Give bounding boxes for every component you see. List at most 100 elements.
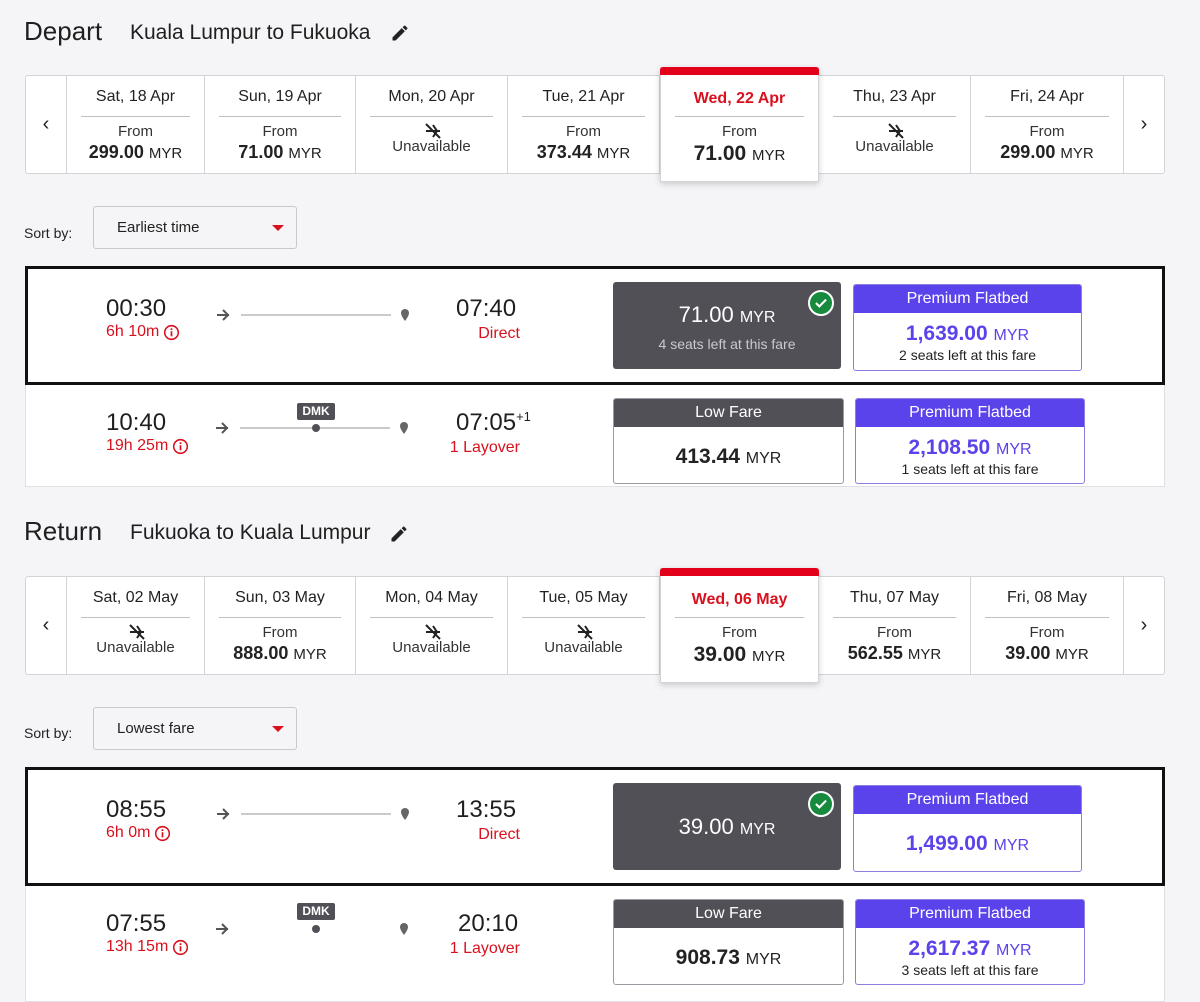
currency: MYR — [293, 646, 327, 663]
location-pin-icon — [401, 808, 409, 820]
divider — [522, 116, 645, 117]
arrival-time-value: 13:55 — [456, 796, 517, 823]
info-icon[interactable] — [163, 324, 180, 341]
no-flight-icon — [425, 123, 441, 139]
premium-flatbed-button[interactable]: Premium Flatbed 2,108.50 MYR 1 seats lef… — [855, 398, 1085, 484]
fare-selected-button[interactable]: 71.00 MYR 4 seats left at this fare — [613, 282, 841, 369]
price-value: 71.00 — [238, 142, 284, 162]
date-tab[interactable]: Tue, 05 May Unavailable — [508, 577, 660, 674]
duration-text: 13h 15m — [106, 938, 169, 955]
date-label: Sun, 19 Apr — [238, 88, 322, 105]
chevron-left-icon[interactable]: ‹ — [42, 614, 50, 636]
from-label: From — [566, 123, 601, 140]
date-tab[interactable]: Mon, 04 May Unavailable — [356, 577, 508, 674]
date-tab-selected[interactable]: Wed, 06 May From 39.00 MYR — [660, 568, 819, 683]
fare-selected-button[interactable]: 39.00 MYR — [613, 783, 841, 870]
date-tab[interactable]: Sat, 02 May Unavailable — [66, 577, 205, 674]
date-tab[interactable]: Fri, 24 Apr From 299.00 MYR — [971, 76, 1124, 173]
date-tab[interactable]: Thu, 07 May From 562.55 MYR — [819, 577, 971, 674]
duration-text: 19h 25m — [106, 437, 169, 454]
departure-time: 07:55 — [106, 910, 167, 937]
no-flight-icon — [577, 624, 593, 640]
date-tab[interactable]: Thu, 23 Apr Unavailable — [819, 76, 971, 173]
flight-row-selected[interactable]: 08:55 6h 0m 13:55 Direct 39.00 MYR Premi… — [25, 767, 1165, 886]
low-fare-button[interactable]: Low Fare 413.44 MYR — [613, 398, 844, 484]
unavailable-label: Unavailable — [96, 639, 175, 656]
flight-duration: 6h 10m — [106, 323, 180, 341]
unavailable-label: Unavailable — [855, 138, 934, 155]
premium-price: 1,639.00 MYR — [854, 322, 1081, 346]
fare-price: 39.00 MYR — [613, 814, 841, 840]
fare-label: Low Fare — [614, 399, 843, 427]
date-tab[interactable]: Sun, 03 May From 888.00 MYR — [205, 577, 356, 674]
low-fare-button[interactable]: Low Fare 908.73 MYR — [613, 899, 844, 985]
location-pin-icon — [401, 309, 409, 321]
premium-label: Premium Flatbed — [856, 900, 1084, 928]
info-icon[interactable] — [172, 438, 189, 455]
sort-dropdown[interactable]: Lowest fare — [93, 707, 297, 750]
divider — [219, 617, 341, 618]
date-label: Sun, 03 May — [235, 589, 325, 606]
date-label: Wed, 06 May — [691, 591, 788, 608]
pencil-icon[interactable] — [389, 524, 409, 544]
sort-dropdown[interactable]: Earliest time — [93, 206, 297, 249]
departure-time: 10:40 — [106, 409, 167, 436]
date-price: 39.00 MYR — [971, 643, 1123, 664]
premium-label: Premium Flatbed — [856, 399, 1084, 427]
flight-track — [216, 422, 408, 434]
selected-indicator — [660, 568, 819, 576]
chevron-right-icon[interactable]: › — [1140, 113, 1148, 135]
date-label: Mon, 04 May — [385, 589, 478, 606]
dropdown-caret-icon — [272, 726, 284, 732]
chevron-right-icon[interactable]: › — [1140, 614, 1148, 636]
layover-dot — [312, 424, 320, 432]
stops-label: Direct — [478, 826, 520, 843]
divider — [370, 116, 493, 117]
flight-duration: 6h 0m — [106, 824, 171, 842]
arrival-time: 07:40 — [456, 295, 516, 323]
info-icon[interactable] — [172, 939, 189, 956]
price-value: 562.55 — [847, 643, 903, 663]
flight-row[interactable]: 10:40 19h 25m DMK 07:05+1 1 Layover Low … — [25, 385, 1165, 487]
premium-flatbed-button[interactable]: Premium Flatbed 1,499.00 MYR — [853, 785, 1082, 872]
seats-left: 1 seats left at this fare — [901, 461, 1039, 477]
from-label: From — [1029, 624, 1065, 641]
flight-row[interactable]: 07:55 13h 15m DMK 20:10 1 Layover Low Fa… — [25, 886, 1165, 1002]
premium-flatbed-button[interactable]: Premium Flatbed 1,639.00 MYR 2 seats lef… — [853, 284, 1082, 371]
arrival-time-value: 07:40 — [456, 295, 517, 322]
return-heading: Return — [24, 516, 103, 546]
date-tab-selected[interactable]: Wed, 22 Apr From 71.00 MYR — [660, 67, 819, 182]
layover-airport-badge: DMK — [297, 903, 335, 920]
date-tab[interactable]: Tue, 21 Apr From 373.44 MYR — [508, 76, 660, 173]
date-label: Tue, 21 Apr — [542, 88, 625, 105]
arrival-time-value: 20:10 — [458, 910, 519, 937]
price-value: 39.00 — [1005, 643, 1051, 663]
layover-airport-badge: DMK — [297, 403, 335, 420]
date-tab[interactable]: Mon, 20 Apr Unavailable — [356, 76, 508, 173]
currency: MYR — [1055, 646, 1089, 663]
chevron-left-icon[interactable]: ‹ — [42, 113, 50, 135]
flight-row-selected[interactable]: 00:30 6h 10m 07:40 Direct 71.00 MYR 4 se… — [25, 266, 1165, 385]
duration-text: 6h 10m — [106, 323, 160, 340]
premium-amount: 1,499.00 — [905, 832, 988, 855]
pencil-icon[interactable] — [390, 23, 410, 43]
unavailable-label: Unavailable — [392, 639, 471, 656]
fare-amount: 908.73 — [675, 946, 740, 969]
price-value: 888.00 — [233, 643, 289, 663]
fare-amount: 39.00 — [678, 814, 734, 839]
date-tab[interactable]: Fri, 08 May From 39.00 MYR — [971, 577, 1124, 674]
price-value: 299.00 — [1000, 142, 1056, 162]
premium-flatbed-button[interactable]: Premium Flatbed 2,617.37 MYR 3 seats lef… — [855, 899, 1085, 985]
info-icon[interactable] — [154, 825, 171, 842]
return-route: Fukuoka to Kuala Lumpur — [130, 521, 371, 544]
date-price: 299.00 MYR — [67, 142, 204, 163]
no-flight-icon — [888, 123, 904, 139]
fare-currency: MYR — [739, 821, 776, 838]
date-price: 71.00 MYR — [661, 142, 818, 166]
location-pin-icon — [400, 422, 408, 434]
flight-duration: 19h 25m — [106, 437, 189, 455]
date-tab[interactable]: Sat, 18 Apr From 299.00 MYR — [66, 76, 205, 173]
date-price: 71.00 MYR — [205, 142, 355, 163]
date-price: 562.55 MYR — [819, 643, 970, 664]
date-tab[interactable]: Sun, 19 Apr From 71.00 MYR — [205, 76, 356, 173]
